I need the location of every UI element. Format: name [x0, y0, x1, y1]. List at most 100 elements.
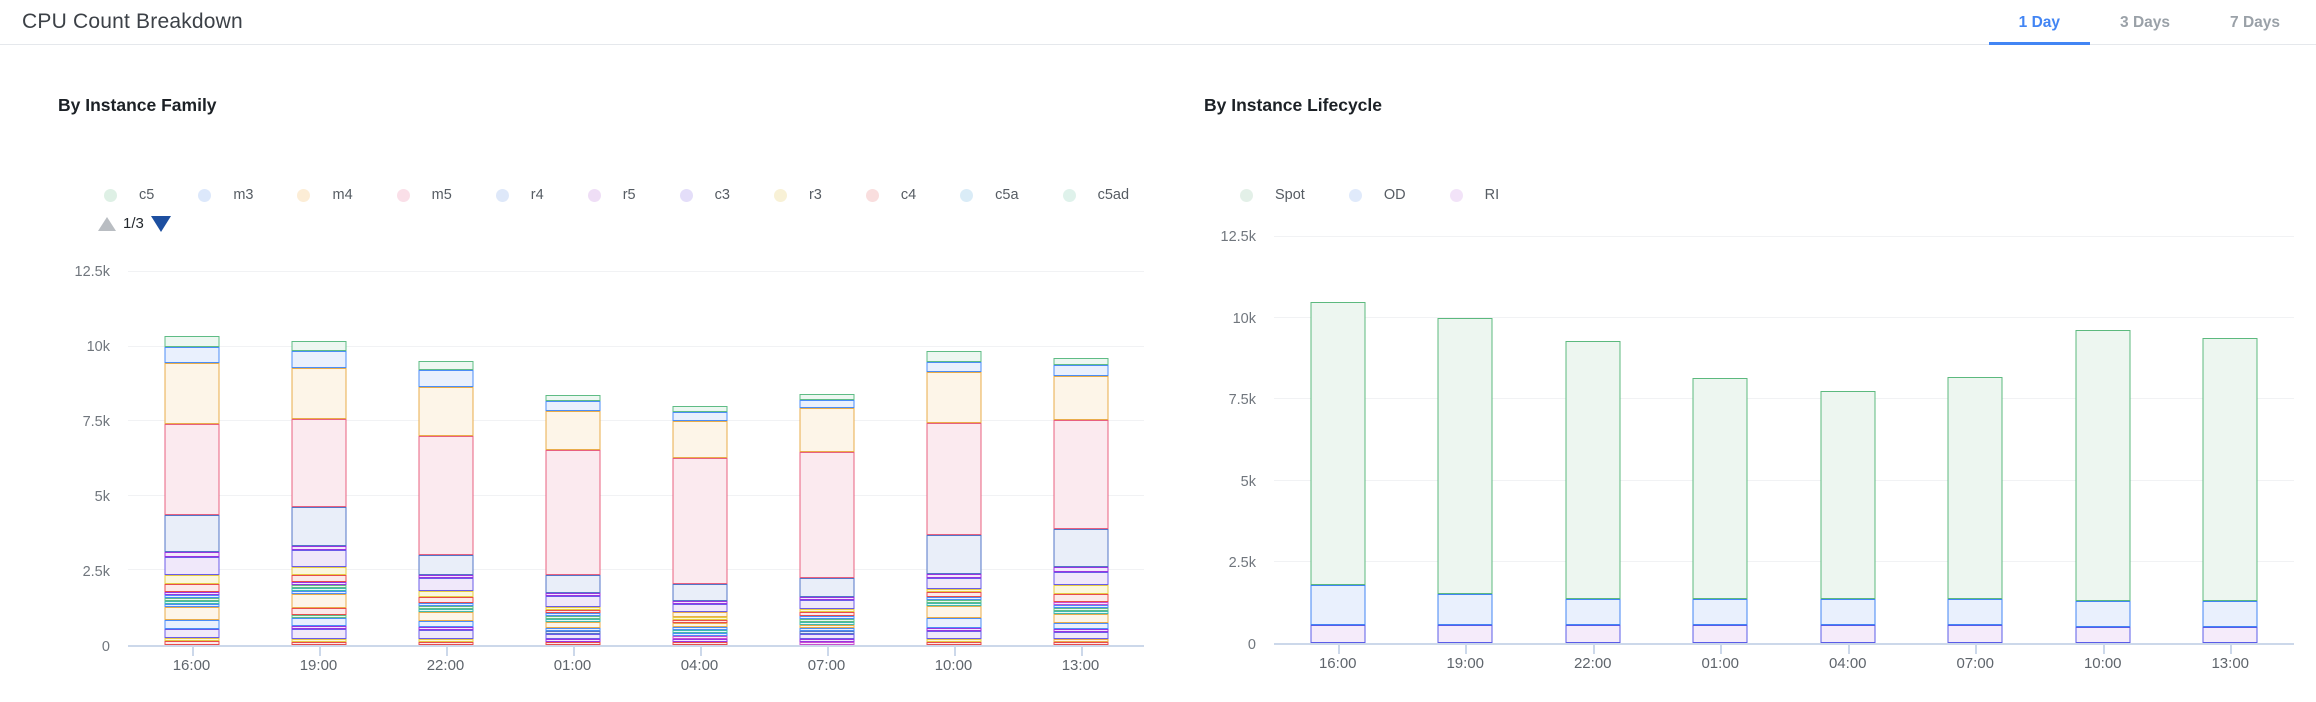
bar-segment-green[interactable]	[545, 395, 600, 402]
bar-segment-violet[interactable]	[1053, 628, 1108, 632]
bar-segment-lavender[interactable]	[672, 603, 727, 613]
legend-item-od[interactable]: OD	[1348, 187, 1406, 203]
legend-item-c5[interactable]: c5	[104, 187, 154, 203]
bar-segment-od[interactable]	[2202, 600, 2258, 627]
bar-segment-lavender[interactable]	[418, 630, 473, 639]
bar-segment-spot[interactable]	[1692, 378, 1748, 600]
legend-item-m3[interactable]: m3	[198, 187, 253, 203]
bar-segment-blue[interactable]	[799, 399, 854, 408]
bar-segment-pink[interactable]	[926, 422, 981, 535]
stacked-bar-22:00[interactable]	[418, 361, 473, 645]
bar-segment-blue[interactable]	[291, 618, 346, 626]
bar-segment-od[interactable]	[1437, 594, 1493, 626]
bar-segment-blue[interactable]	[926, 361, 981, 373]
bar-segment-lavender[interactable]	[164, 628, 219, 639]
bar-segment-steel[interactable]	[799, 630, 854, 634]
bar-segment-spot[interactable]	[1947, 376, 2003, 600]
bar-segment-orange[interactable]	[291, 594, 346, 609]
bar-segment-steel[interactable]	[164, 515, 219, 553]
bar-segment-ri[interactable]	[1310, 625, 1366, 643]
bar-segment-pink[interactable]	[545, 450, 600, 576]
bar-segment-od[interactable]	[1565, 599, 1621, 626]
bar-segment-blue[interactable]	[926, 596, 981, 600]
bar-segment-orange[interactable]	[672, 623, 727, 627]
stacked-bar-01:00[interactable]	[545, 395, 600, 645]
bar-segment-red[interactable]	[672, 642, 727, 645]
bar-segment-yellow[interactable]	[291, 638, 346, 642]
bar-segment-magenta[interactable]	[1053, 601, 1108, 605]
bar-segment-pink[interactable]	[418, 435, 473, 556]
stacked-bar-07:00[interactable]	[1947, 376, 2003, 643]
bar-segment-spot[interactable]	[1310, 301, 1366, 585]
bar-segment-blue[interactable]	[291, 591, 346, 595]
legend-item-c5ad[interactable]: c5ad	[1062, 187, 1129, 203]
legend-item-r4[interactable]: r4	[495, 187, 544, 203]
bar-segment-lavender[interactable]	[545, 633, 600, 639]
bar-segment-od[interactable]	[1947, 599, 2003, 626]
bar-segment-lavender[interactable]	[799, 600, 854, 610]
bar-segment-orange[interactable]	[545, 411, 600, 451]
bar-segment-pink[interactable]	[799, 452, 854, 578]
stacked-bar-10:00[interactable]	[926, 351, 981, 645]
bar-segment-green[interactable]	[418, 361, 473, 371]
bar-segment-green[interactable]	[164, 597, 219, 601]
bar-segment-violet[interactable]	[418, 627, 473, 631]
bar-segment-od[interactable]	[2075, 600, 2131, 627]
bar-segment-violet[interactable]	[1053, 567, 1108, 572]
bar-segment-od[interactable]	[1820, 599, 1876, 626]
bar-segment-green[interactable]	[418, 605, 473, 609]
bar-segment-blue[interactable]	[418, 602, 473, 606]
bar-segment-teal[interactable]	[291, 588, 346, 592]
bar-segment-green[interactable]	[926, 351, 981, 362]
stacked-bar-13:00[interactable]	[1053, 357, 1108, 645]
stacked-bar-04:00[interactable]	[672, 405, 727, 645]
bar-segment-violet[interactable]	[164, 591, 219, 595]
bar-segment-blue[interactable]	[672, 627, 727, 630]
bar-segment-yellow[interactable]	[1053, 585, 1108, 595]
bar-segment-violet[interactable]	[799, 639, 854, 642]
bar-segment-red[interactable]	[164, 641, 219, 645]
bar-segment-yellow[interactable]	[291, 566, 346, 576]
bar-segment-pink[interactable]	[291, 418, 346, 507]
bar-segment-orange[interactable]	[799, 407, 854, 453]
bar-segment-yellow[interactable]	[418, 591, 473, 597]
bar-segment-teal[interactable]	[799, 621, 854, 625]
bar-segment-blue[interactable]	[418, 620, 473, 628]
bar-segment-violet[interactable]	[418, 574, 473, 578]
bar-segment-red[interactable]	[164, 584, 219, 592]
bar-segment-green[interactable]	[799, 618, 854, 622]
bar-segment-orange[interactable]	[291, 368, 346, 419]
bar-segment-green[interactable]	[291, 341, 346, 352]
legend-item-r3[interactable]: r3	[773, 187, 822, 203]
bar-segment-violet[interactable]	[672, 600, 727, 604]
bar-segment-lavender[interactable]	[291, 550, 346, 567]
bar-segment-spot[interactable]	[1565, 340, 1621, 600]
bar-segment-blue[interactable]	[164, 620, 219, 629]
bar-segment-red[interactable]	[1053, 594, 1108, 602]
bar-segment-red[interactable]	[799, 612, 854, 616]
bar-segment-violet[interactable]	[291, 545, 346, 551]
bar-segment-lavender[interactable]	[545, 596, 600, 607]
bar-segment-blue[interactable]	[799, 627, 854, 631]
bar-segment-orange[interactable]	[164, 362, 219, 425]
bar-segment-steel[interactable]	[672, 584, 727, 601]
bar-segment-ri[interactable]	[1820, 625, 1876, 643]
bar-segment-orange[interactable]	[164, 606, 219, 621]
bar-segment-green[interactable]	[545, 615, 600, 619]
bar-segment-lavender[interactable]	[418, 577, 473, 592]
bar-segment-green[interactable]	[164, 335, 219, 347]
bar-segment-lavender[interactable]	[926, 578, 981, 589]
bar-segment-red[interactable]	[418, 642, 473, 645]
legend-item-m4[interactable]: m4	[297, 187, 353, 203]
tab-3-days[interactable]: 3 Days	[2120, 13, 2171, 31]
bar-segment-blue[interactable]	[545, 627, 600, 631]
bar-segment-blue[interactable]	[164, 594, 219, 598]
bar-segment-steel[interactable]	[291, 506, 346, 546]
bar-segment-pink[interactable]	[164, 424, 219, 516]
bar-segment-violet[interactable]	[164, 552, 219, 557]
bar-segment-red[interactable]	[926, 642, 981, 645]
bar-segment-red[interactable]	[291, 641, 346, 645]
bar-segment-blue[interactable]	[545, 612, 600, 616]
bar-segment-blue[interactable]	[1053, 622, 1108, 629]
bar-segment-yellow[interactable]	[545, 606, 600, 610]
